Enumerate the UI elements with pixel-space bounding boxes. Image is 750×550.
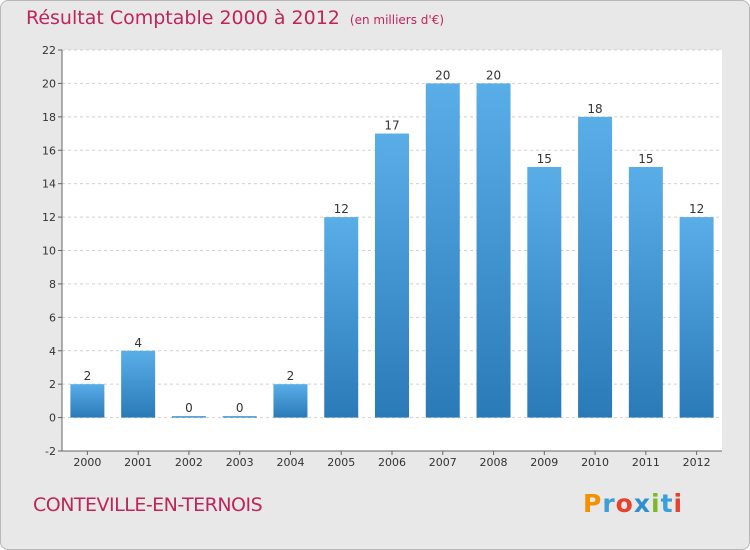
x-tick-label: 2000 <box>73 456 101 469</box>
data-label: 15 <box>537 152 552 166</box>
data-label: 2 <box>84 369 92 383</box>
y-tick-label: 12 <box>42 211 56 224</box>
data-label: 20 <box>486 68 501 82</box>
bar <box>121 350 156 418</box>
x-tick-label: 2003 <box>226 456 254 469</box>
x-tick-label: 2002 <box>175 456 203 469</box>
y-tick-label: -2 <box>45 445 56 458</box>
bar <box>578 116 613 418</box>
logo-letter: x <box>633 489 651 518</box>
bar <box>324 217 359 418</box>
bar <box>628 166 663 418</box>
bar <box>527 166 562 418</box>
data-label: 2 <box>287 369 295 383</box>
y-tick-label: 10 <box>42 245 56 258</box>
y-tick-label: 0 <box>49 412 56 425</box>
bar <box>679 217 714 418</box>
title-text: Résultat Comptable 2000 à 2012 <box>26 7 340 29</box>
bar <box>375 133 409 418</box>
y-tick-label: 4 <box>49 345 56 358</box>
data-label: 4 <box>134 336 142 350</box>
x-tick-label: 2011 <box>632 456 660 469</box>
proxiti-logo: Proxiti <box>583 489 683 518</box>
data-label: 15 <box>638 152 653 166</box>
bar <box>171 416 206 418</box>
logo-letter: i <box>673 489 684 518</box>
bar <box>70 384 105 418</box>
title-unit: (en milliers d'€) <box>349 13 445 27</box>
logo-letter: i <box>651 489 661 518</box>
x-tick-label: 2008 <box>480 456 508 469</box>
data-label: 12 <box>689 202 704 216</box>
x-tick-label: 2012 <box>683 456 711 469</box>
y-tick-label: 14 <box>42 178 56 191</box>
logo-letter: t <box>660 489 674 518</box>
chart-title: Résultat Comptable 2000 à 2012 (en millie… <box>26 7 444 29</box>
data-label: 17 <box>384 119 399 133</box>
y-tick-label: 18 <box>42 111 56 124</box>
y-tick-label: 16 <box>42 144 56 157</box>
commune-name: CONTEVILLE-EN-TERNOIS <box>33 494 263 516</box>
data-label: 0 <box>185 401 193 415</box>
x-tick-label: 2010 <box>581 456 609 469</box>
data-label: 20 <box>435 68 450 82</box>
y-tick-label: 6 <box>49 311 56 324</box>
x-tick-label: 2001 <box>124 456 152 469</box>
bar <box>222 416 257 418</box>
bar <box>476 83 511 418</box>
x-tick-label: 2004 <box>276 456 304 469</box>
data-label: 12 <box>334 202 349 216</box>
x-tick-label: 2009 <box>530 456 558 469</box>
y-tick-label: 8 <box>49 278 56 291</box>
logo-letter: P <box>583 489 603 518</box>
y-tick-label: 2 <box>49 378 56 391</box>
y-tick-label: 22 <box>42 44 56 57</box>
bar <box>425 83 460 418</box>
x-tick-label: 2007 <box>429 456 457 469</box>
bar <box>273 384 308 418</box>
data-label: 18 <box>587 102 602 116</box>
y-tick-label: 20 <box>42 77 56 90</box>
data-label: 0 <box>236 401 244 415</box>
logo-letter: o <box>615 489 634 518</box>
x-tick-label: 2005 <box>327 456 355 469</box>
logo-letter: r <box>602 489 616 518</box>
x-tick-label: 2006 <box>378 456 406 469</box>
